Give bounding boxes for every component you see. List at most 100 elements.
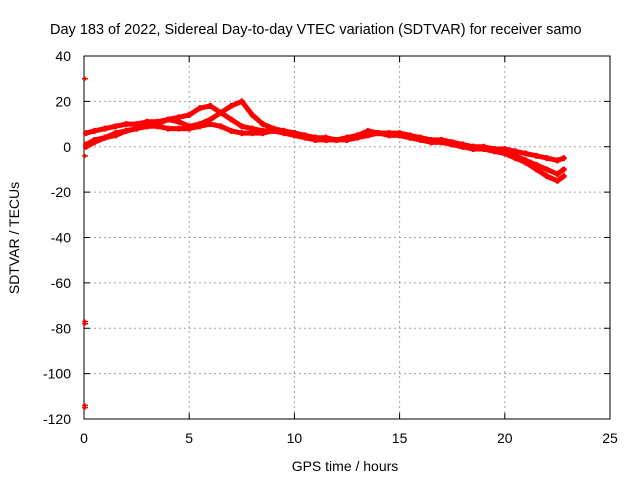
- data-point: [123, 127, 130, 134]
- data-point: [428, 139, 435, 146]
- x-axis-label: GPS time / hours: [292, 458, 399, 474]
- data-point: [133, 125, 140, 132]
- data-point: [207, 102, 214, 109]
- data-point: [280, 130, 287, 137]
- data-point: [165, 125, 172, 132]
- data-point: [249, 111, 256, 118]
- data-point: [438, 139, 445, 146]
- x-tick-label: 5: [185, 430, 193, 446]
- data-point: [375, 130, 382, 137]
- data-point: [112, 132, 119, 139]
- data-point: [175, 125, 182, 132]
- data-point: [238, 130, 245, 137]
- y-tick-label: 20: [55, 93, 71, 109]
- y-tick-label: -100: [43, 366, 71, 382]
- data-point: [144, 123, 151, 130]
- outlier-point: [82, 76, 89, 81]
- y-tick-label: 0: [63, 139, 71, 155]
- data-point: [344, 136, 350, 143]
- data-point: [154, 123, 161, 130]
- data-point: [554, 170, 561, 177]
- data-point: [186, 111, 193, 118]
- data-point: [228, 127, 235, 134]
- data-point: [522, 150, 529, 157]
- data-point: [560, 155, 567, 162]
- data-point: [470, 143, 477, 150]
- data-point: [186, 125, 193, 132]
- data-point: [301, 134, 308, 141]
- data-point: [259, 121, 266, 128]
- data-point: [102, 125, 109, 132]
- data-point: [554, 177, 561, 184]
- data-point: [386, 132, 393, 139]
- chart-title: Day 183 of 2022, Sidereal Day-to-day VTE…: [50, 22, 582, 38]
- data-point: [449, 141, 456, 148]
- data-point: [228, 102, 235, 109]
- data-point: [291, 132, 298, 139]
- data-point: [312, 136, 319, 143]
- data-point: [196, 105, 203, 112]
- y-tick-label: -80: [51, 320, 71, 336]
- plot-frame: [83, 55, 611, 420]
- y-tick-label: -40: [51, 230, 71, 246]
- data-point: [238, 123, 245, 130]
- data-point: [417, 136, 424, 143]
- data-point: [560, 166, 567, 173]
- data-point: [91, 127, 98, 134]
- data-point: [354, 134, 361, 141]
- outlier-point: [82, 321, 89, 326]
- data-point: [522, 157, 529, 164]
- data-point: [83, 130, 90, 137]
- data-point: [217, 123, 224, 130]
- data-point: [407, 134, 414, 141]
- y-tick-label: -60: [51, 275, 71, 291]
- y-tick-label: -20: [51, 184, 71, 200]
- data-point: [83, 143, 90, 150]
- data-point: [91, 139, 98, 146]
- outlier-group: [82, 76, 89, 410]
- data-point: [480, 146, 487, 153]
- outlier-point: [82, 405, 89, 410]
- x-tick-label: 20: [497, 430, 513, 446]
- data-point: [365, 132, 372, 139]
- data-point: [102, 134, 109, 141]
- y-tick-label: 40: [55, 48, 71, 64]
- data-point: [554, 157, 561, 164]
- grid: [84, 56, 610, 419]
- data-point: [501, 148, 508, 155]
- outlier-point: [82, 153, 89, 158]
- data-point: [196, 123, 203, 130]
- y-axis-label: SDTVAR / TECUs: [6, 182, 22, 294]
- data-point: [533, 152, 540, 159]
- data-point: [217, 109, 224, 116]
- x-tick-label: 10: [287, 430, 303, 446]
- x-tick-label: 0: [80, 430, 88, 446]
- y-tick-label: -120: [43, 411, 71, 427]
- x-tick-label: 25: [602, 430, 618, 446]
- data-point: [543, 173, 550, 180]
- data-point: [533, 161, 540, 168]
- data-point: [249, 130, 256, 137]
- data-point: [259, 130, 266, 137]
- data-point: [270, 127, 277, 134]
- x-tick-label: 15: [392, 430, 408, 446]
- data-point: [238, 98, 245, 105]
- series-group: [83, 98, 567, 184]
- data-point: [543, 155, 550, 162]
- data-point: [396, 132, 403, 139]
- axis-ticks: 0 5 10 15 20 25 40 20 0 -20 -40 -60 -80 -100 -120: [43, 48, 618, 446]
- data-point: [333, 136, 340, 143]
- data-point: [543, 166, 550, 173]
- data-point: [491, 146, 498, 153]
- data-point: [112, 123, 119, 130]
- data-point: [207, 121, 214, 128]
- data-point: [123, 121, 130, 128]
- data-point: [175, 118, 182, 125]
- data-point: [459, 143, 466, 150]
- data-point: [228, 116, 235, 123]
- data-point: [165, 116, 172, 123]
- data-point: [560, 173, 567, 180]
- data-point: [512, 152, 519, 159]
- data-point: [322, 136, 329, 143]
